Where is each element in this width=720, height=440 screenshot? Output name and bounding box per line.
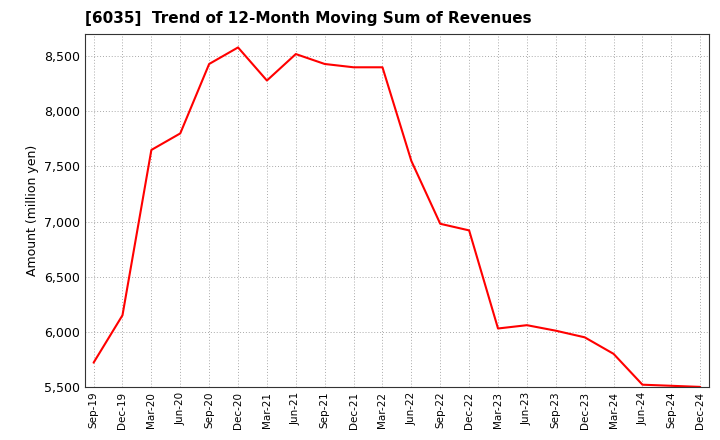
Text: [6035]  Trend of 12-Month Moving Sum of Revenues: [6035] Trend of 12-Month Moving Sum of R… [85,11,531,26]
Y-axis label: Amount (million yen): Amount (million yen) [25,145,38,276]
